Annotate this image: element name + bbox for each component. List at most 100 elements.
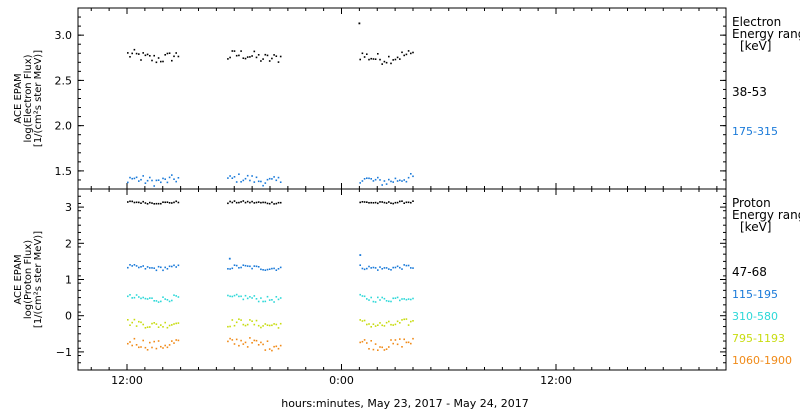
data-point [392, 342, 394, 345]
data-point [410, 173, 412, 175]
data-point [164, 201, 166, 204]
data-point [377, 176, 379, 179]
data-point [399, 179, 401, 182]
data-point [142, 52, 144, 54]
data-point [412, 267, 414, 269]
data-point [372, 180, 375, 182]
data-point [388, 55, 390, 58]
data-point [140, 297, 142, 300]
legend-label-38-53: 38-53 [732, 85, 767, 99]
data-point [271, 178, 273, 180]
data-point [253, 265, 256, 267]
data-point [407, 324, 410, 326]
data-point [240, 201, 242, 203]
data-point [146, 179, 149, 182]
data-point [140, 266, 142, 268]
legend-label-1060-1900: 1060-1900 [732, 354, 792, 367]
data-point [271, 349, 273, 352]
data-point [401, 180, 403, 182]
data-point [166, 326, 169, 329]
data-point [279, 266, 282, 269]
data-point [268, 268, 271, 270]
data-point [133, 201, 136, 204]
data-point [410, 320, 412, 323]
data-point [173, 342, 175, 344]
data-point [146, 349, 149, 351]
data-point [235, 54, 238, 57]
data-point [370, 267, 372, 269]
data-point [253, 181, 256, 183]
data-point [394, 323, 397, 326]
data-point [388, 268, 390, 270]
data-point [410, 201, 412, 204]
data-point [138, 53, 140, 55]
data-point [249, 179, 251, 182]
data-point [168, 324, 171, 327]
data-point [361, 52, 364, 55]
data-point [151, 297, 153, 299]
data-point [229, 56, 231, 59]
data-point [405, 341, 408, 344]
data-point [177, 177, 180, 179]
data-point [273, 267, 275, 270]
data-point [390, 269, 392, 271]
data-point [238, 201, 240, 204]
data-point [127, 319, 129, 321]
data-point [275, 323, 278, 326]
data-point [133, 177, 136, 180]
data-point [253, 339, 256, 342]
data-point [412, 200, 414, 202]
data-point [257, 201, 260, 203]
data-point [262, 269, 264, 271]
data-point [255, 319, 258, 322]
data-point [374, 201, 377, 204]
data-point [361, 267, 364, 270]
data-point [396, 180, 399, 182]
data-point [166, 268, 169, 270]
data-point [175, 200, 177, 203]
data-point [229, 200, 231, 203]
data-point [229, 295, 231, 298]
series-1060-1900 [127, 337, 414, 352]
data-point [157, 301, 160, 303]
data-point [407, 298, 410, 300]
electron-legend-title: Electron [732, 15, 781, 29]
legend-label-175-315: 175-315 [732, 125, 778, 138]
data-point [264, 269, 267, 271]
data-point [153, 322, 155, 324]
data-point [244, 294, 247, 297]
data-point [149, 326, 151, 328]
data-point [144, 297, 147, 300]
data-point [142, 265, 144, 267]
data-point [377, 296, 379, 299]
data-point [129, 264, 131, 266]
data-point [129, 176, 131, 179]
electron-legend-title: Energy ranges [732, 27, 800, 41]
data-point [151, 59, 153, 62]
data-point [153, 300, 155, 302]
data-point [146, 298, 149, 300]
data-point [249, 337, 251, 339]
data-point [399, 266, 401, 269]
proton-panel: −1 0 1 2 3 ACE EPAMlog(Proton Flux)[1/(cm²s s… [13, 188, 800, 371]
data-point [153, 203, 155, 205]
data-point [268, 299, 271, 301]
data-point [262, 58, 264, 60]
data-point [235, 181, 238, 183]
data-point [251, 320, 253, 322]
data-point [359, 319, 361, 321]
data-point [231, 177, 234, 179]
data-point [231, 50, 234, 52]
data-point [273, 345, 275, 348]
data-point [266, 295, 269, 298]
data-point [372, 202, 375, 204]
data-point [277, 268, 280, 270]
data-point [168, 176, 171, 179]
data-point [157, 57, 160, 59]
data-point [162, 296, 164, 298]
data-point [227, 202, 229, 205]
data-point [146, 53, 149, 56]
data-point [379, 266, 381, 268]
data-point [268, 348, 271, 350]
data-point [379, 58, 381, 61]
